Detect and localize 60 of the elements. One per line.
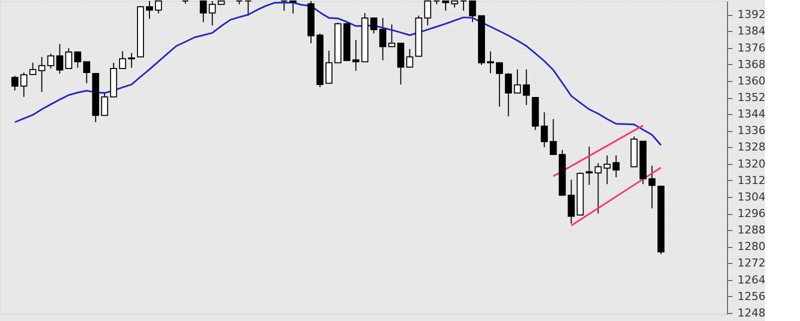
candlestick [11, 75, 18, 91]
y-tick-label: 1312 [738, 174, 766, 187]
candlestick [20, 72, 28, 98]
y-tick-label: 1368 [738, 58, 766, 71]
candlestick [514, 68, 521, 94]
candlestick [604, 154, 611, 185]
candlestick [496, 62, 503, 108]
candlestick [236, 0, 243, 5]
y-tick-label: 1328 [738, 140, 766, 154]
y-tick-label: 1320 [738, 157, 766, 170]
candlestick [486, 50, 494, 74]
candlestick [146, 0, 153, 20]
y-tick-label: 1304 [738, 190, 766, 204]
y-tick-label: 1352 [738, 91, 766, 104]
candlestick [586, 146, 593, 186]
candlestick [540, 112, 548, 148]
candlestick [469, 0, 476, 23]
candlestick [379, 17, 386, 61]
candlestick [370, 17, 378, 34]
candlestick [65, 48, 72, 70]
y-tick-label: 1360 [738, 74, 766, 88]
candlestick [442, 0, 450, 12]
y-tick-label: 1248 [738, 306, 766, 320]
candlestick [200, 0, 207, 23]
y-tick-label: 1336 [738, 124, 766, 138]
candlestick [325, 50, 332, 84]
y-tick-label: 1296 [738, 207, 766, 220]
candlestick [522, 68, 530, 106]
candlestick [83, 61, 90, 84]
candlestick [594, 162, 602, 214]
y-tick-label: 1384 [738, 24, 766, 38]
y-tick-label: 1376 [738, 41, 766, 54]
candlestick [550, 118, 557, 155]
y-tick-label: 1280 [738, 240, 766, 254]
candlestick [29, 62, 36, 76]
candlestick [460, 0, 468, 12]
y-tick-label: 1288 [738, 224, 766, 237]
candlestick [433, 0, 440, 5]
candlestick [352, 39, 360, 72]
candlestick [504, 72, 512, 117]
y-tick-label: 1392 [738, 8, 766, 22]
candlestick [208, 0, 216, 26]
candlestick [119, 50, 126, 70]
candlestick [74, 50, 82, 68]
candlestick [38, 56, 46, 92]
candlestick [648, 165, 656, 209]
candlestick [154, 0, 162, 14]
candlestick [406, 48, 414, 68]
y-tick-label: 1264 [738, 273, 766, 286]
y-tick-label: 1272 [738, 256, 766, 270]
candlestick [612, 154, 620, 178]
candlestick [101, 91, 108, 116]
candlestick [280, 0, 288, 12]
y-tick-label: 1344 [738, 108, 766, 121]
candlestick [290, 0, 297, 14]
candlestick [128, 52, 136, 68]
candlestick [244, 0, 252, 16]
candlestick [424, 0, 432, 26]
line-series [14, 2, 662, 146]
y-tick-label: 1256 [738, 290, 766, 303]
